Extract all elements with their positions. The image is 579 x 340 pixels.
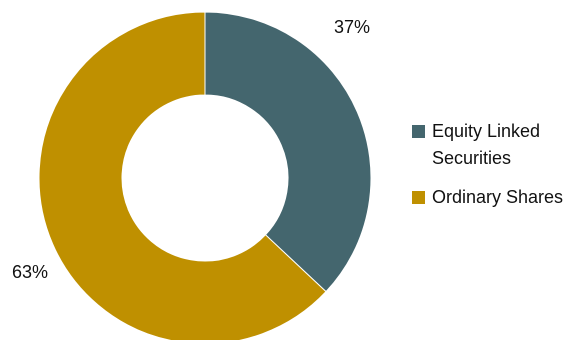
legend-item-equity-linked-securities: Equity Linked Securities — [412, 118, 577, 172]
chart-legend: Equity Linked Securities Ordinary Shares — [412, 118, 577, 223]
slice-equity-linked-securities — [204, 11, 372, 293]
legend-swatch-ordinary-shares — [412, 191, 425, 204]
slice-ordinary-shares — [38, 11, 327, 340]
legend-label-ordinary-shares: Ordinary Shares — [432, 187, 564, 207]
legend-item-ordinary-shares: Ordinary Shares — [412, 184, 577, 211]
legend-label-equity-linked-securities: Equity Linked Securities — [432, 121, 541, 168]
data-label-ordinary-shares: 63% — [12, 262, 48, 282]
data-label-equity-linked-securities: 37% — [334, 17, 370, 37]
legend-swatch-equity-linked-securities — [412, 125, 425, 138]
